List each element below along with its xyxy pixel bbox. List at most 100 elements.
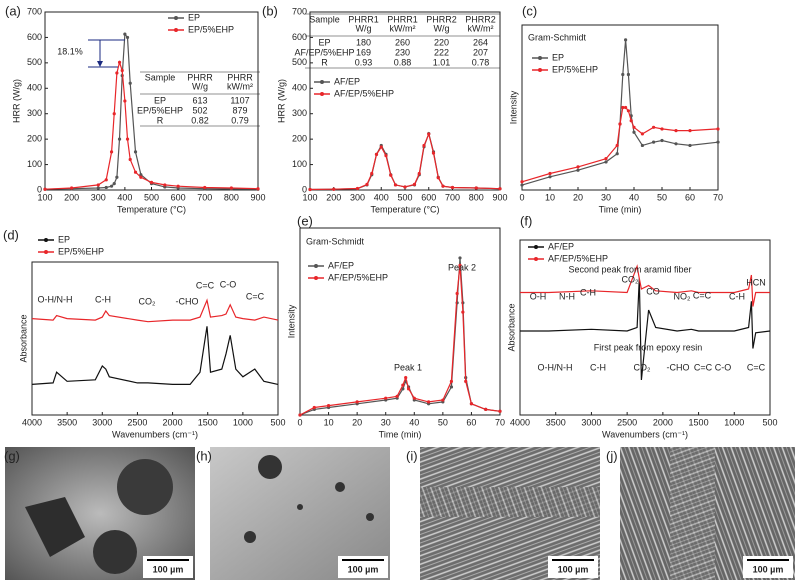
- x-tick-label: 800: [469, 192, 484, 202]
- x-tick-label: 200: [326, 192, 341, 202]
- point: [716, 127, 720, 131]
- legend-marker: [314, 264, 318, 268]
- annotation: O-H/N-H: [538, 362, 573, 372]
- point: [604, 157, 608, 161]
- x-tick-label: 600: [421, 192, 436, 202]
- x-tick-label: 500: [270, 417, 285, 427]
- point: [412, 182, 417, 187]
- point: [450, 185, 455, 190]
- point: [621, 72, 625, 77]
- panel-label: (d): [3, 227, 19, 242]
- legend-marker: [534, 245, 538, 249]
- x-tick-label: 3000: [92, 417, 112, 427]
- y-tick-label: 300: [292, 108, 307, 118]
- plot-frame: [521, 24, 719, 191]
- point: [355, 186, 360, 191]
- x-tick-label: 900: [250, 192, 265, 202]
- annotation: O-H/N-H: [38, 294, 73, 304]
- point: [128, 157, 132, 162]
- panel-label: (b): [262, 3, 278, 18]
- scale-label: 100 µm: [558, 564, 589, 574]
- point: [455, 291, 459, 296]
- annotation: C-O: [220, 279, 237, 289]
- y-tick-label: 200: [27, 134, 42, 144]
- point: [370, 171, 374, 176]
- sem-feature: [117, 459, 173, 515]
- point: [632, 130, 636, 134]
- table-header: PHRR: [227, 72, 253, 82]
- x-tick-label: 1500: [198, 417, 218, 427]
- scale-box: [143, 556, 193, 578]
- annotation: C=C: [747, 362, 766, 372]
- point: [604, 160, 608, 164]
- annotation: C=C: [694, 362, 713, 372]
- point: [520, 183, 524, 187]
- legend-label: AF/EP: [328, 260, 354, 270]
- point: [716, 140, 720, 144]
- x-tick-label: 70: [713, 192, 723, 202]
- x-tick-label: 1000: [233, 417, 253, 427]
- scale-label: 100 µm: [153, 564, 184, 574]
- x-tick-label: 40: [409, 417, 419, 427]
- table-cell: 0.79: [231, 115, 249, 125]
- x-tick-label: 700: [445, 192, 460, 202]
- y-tick-label: 400: [27, 83, 42, 93]
- table-header: W/g: [192, 81, 208, 91]
- point: [412, 396, 416, 400]
- x-tick-label: 3500: [57, 417, 77, 427]
- point: [548, 175, 552, 179]
- plot-frame: [31, 261, 279, 416]
- point: [469, 402, 474, 406]
- x-tick-label: 60: [466, 417, 476, 427]
- annotation: N-H: [559, 291, 575, 301]
- table-cell: 222: [434, 47, 449, 57]
- point: [621, 105, 625, 110]
- x-axis-label: Time (min): [599, 204, 642, 214]
- point: [229, 186, 233, 190]
- point: [458, 256, 462, 260]
- x-tick-label: 4000: [22, 417, 42, 427]
- y-tick-label: 300: [27, 108, 42, 118]
- x-tick-label: 400: [117, 192, 132, 202]
- point: [112, 112, 116, 116]
- point: [484, 407, 488, 411]
- x-tick-label: 60: [685, 192, 695, 202]
- x-tick-label: 2500: [127, 417, 147, 427]
- table-cell: 0.82: [191, 115, 209, 125]
- y-tick-label: 0: [302, 184, 307, 194]
- point: [406, 387, 411, 391]
- table-cell: 260: [395, 37, 410, 47]
- x-tick-label: 3000: [581, 417, 601, 427]
- sem-pore: [297, 504, 303, 510]
- table-cell: 264: [473, 37, 488, 47]
- point: [109, 184, 114, 188]
- point: [520, 180, 524, 184]
- annotation: C=C: [246, 291, 265, 301]
- point: [458, 263, 462, 267]
- series-line: [299, 265, 501, 416]
- point: [133, 170, 138, 174]
- point: [403, 185, 407, 189]
- point: [104, 178, 108, 182]
- point: [426, 400, 431, 404]
- point: [632, 125, 636, 129]
- panel-label: (h): [196, 448, 212, 463]
- point: [393, 183, 398, 187]
- point: [117, 137, 122, 141]
- point: [427, 132, 431, 136]
- x-tick-label: 20: [352, 417, 362, 427]
- table-header: kW/m²: [390, 23, 416, 33]
- point: [256, 187, 260, 191]
- panel-label: (i): [406, 448, 418, 463]
- point: [395, 394, 399, 398]
- table-header: PHRR1: [348, 14, 379, 24]
- point: [96, 186, 100, 190]
- annotation: 18.1%: [57, 46, 83, 56]
- table-cell: 1107: [230, 95, 249, 105]
- annotation: Peak 1: [394, 362, 422, 372]
- point: [312, 405, 316, 410]
- point: [133, 150, 138, 154]
- table-cell: 879: [232, 105, 247, 115]
- point: [96, 183, 100, 187]
